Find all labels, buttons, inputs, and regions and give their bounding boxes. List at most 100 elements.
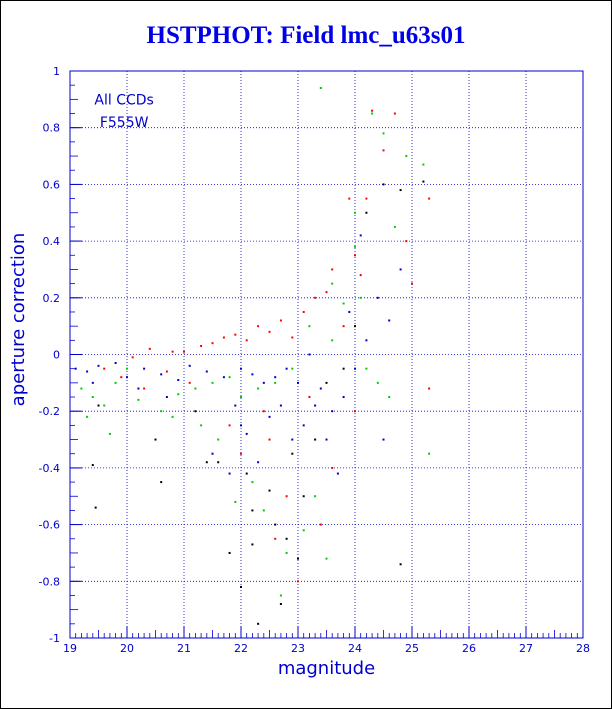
data-point	[160, 481, 163, 484]
data-point	[251, 543, 254, 546]
data-point	[354, 211, 356, 214]
data-point	[160, 373, 163, 376]
x-tick-label: 23	[291, 642, 305, 655]
data-point	[234, 333, 237, 336]
data-point	[314, 438, 317, 441]
data-point	[354, 245, 356, 248]
data-point	[245, 472, 248, 475]
data-point	[165, 396, 168, 399]
data-point	[319, 87, 322, 90]
data-point	[257, 622, 260, 625]
data-point	[359, 234, 362, 237]
data-point	[262, 509, 265, 512]
data-point	[371, 112, 374, 115]
y-tick-label: -0.8	[39, 575, 60, 588]
data-point	[274, 376, 277, 379]
data-point	[268, 330, 271, 333]
data-point	[188, 381, 191, 384]
data-point	[97, 404, 100, 407]
data-point	[348, 310, 351, 313]
y-tick-label: -0.2	[39, 405, 60, 418]
data-point	[222, 376, 225, 379]
y-tick-label: 0.6	[43, 178, 61, 191]
data-point	[171, 350, 174, 353]
data-point	[399, 268, 402, 271]
x-tick-label: 28	[576, 642, 590, 655]
data-point	[228, 376, 231, 379]
x-tick-label: 27	[519, 642, 533, 655]
data-point	[268, 415, 271, 418]
y-tick-label: 0.4	[43, 235, 61, 248]
data-point	[285, 551, 288, 554]
data-point	[217, 461, 220, 464]
data-point	[171, 415, 174, 418]
data-point	[194, 410, 197, 413]
data-point	[86, 370, 89, 373]
data-point	[354, 325, 356, 328]
data-point	[268, 489, 271, 492]
data-point	[251, 509, 254, 512]
x-tick-label: 21	[177, 642, 191, 655]
data-point	[342, 302, 345, 305]
data-point	[319, 523, 322, 526]
ticks-layer: 19 20 21 22 23 24 25 26 27 28 -1 -0.8 -0.6 -0.4 -0.2 0 0…	[39, 65, 590, 655]
data-point	[200, 424, 203, 427]
data-point	[382, 438, 385, 441]
data-point	[200, 344, 203, 347]
data-point	[279, 602, 282, 605]
data-point	[348, 197, 351, 200]
y-tick-label: 0.8	[43, 122, 61, 135]
data-point	[257, 325, 260, 328]
data-point	[422, 163, 425, 166]
data-point	[342, 396, 345, 399]
data-point	[222, 336, 225, 339]
x-tick-label: 25	[405, 642, 419, 655]
data-point	[160, 410, 163, 413]
data-point	[165, 370, 168, 373]
x-tick-label: 26	[462, 642, 476, 655]
y-tick-label: 0.2	[43, 292, 61, 305]
data-point	[80, 387, 83, 390]
data-point	[143, 387, 146, 390]
data-point	[268, 438, 271, 441]
data-point	[399, 563, 402, 566]
data-point	[91, 381, 94, 384]
data-point	[428, 452, 431, 455]
data-point	[86, 415, 89, 418]
data-point	[314, 296, 317, 299]
data-point	[365, 367, 368, 370]
data-point	[388, 319, 391, 322]
data-point	[354, 254, 356, 257]
data-point	[240, 424, 242, 427]
data-point	[354, 367, 356, 370]
data-point	[365, 211, 368, 214]
x-tick-label: 24	[348, 642, 362, 655]
data-point	[359, 274, 362, 277]
data-point	[297, 381, 299, 384]
data-point	[234, 500, 237, 503]
data-point	[382, 132, 385, 135]
data-point	[240, 452, 242, 455]
y-tick-label: -1	[49, 632, 60, 645]
data-point	[342, 367, 345, 370]
data-point	[331, 466, 334, 469]
data-point	[336, 472, 339, 475]
data-point	[245, 432, 248, 435]
data-point	[405, 240, 408, 243]
data-point	[342, 325, 345, 328]
data-point	[428, 197, 431, 200]
data-point	[325, 557, 328, 560]
data-point	[354, 410, 356, 413]
data-point	[308, 396, 311, 399]
data-point	[302, 424, 305, 427]
data-point	[205, 461, 208, 464]
data-point	[234, 404, 237, 407]
data-point	[94, 506, 97, 509]
axes-box	[69, 70, 584, 639]
data-point	[285, 495, 288, 498]
data-point	[74, 367, 77, 370]
data-point	[177, 379, 180, 382]
data-point	[279, 404, 282, 407]
y-tick-label: 0	[53, 349, 60, 362]
